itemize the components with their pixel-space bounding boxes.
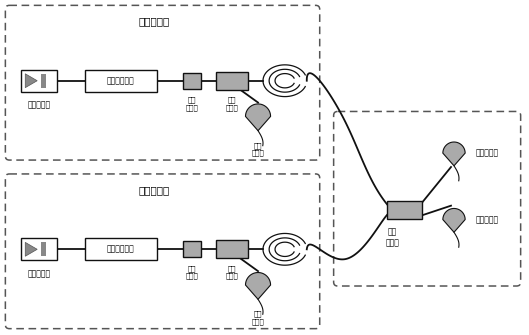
FancyBboxPatch shape [85,70,157,92]
FancyBboxPatch shape [21,70,57,92]
Text: 相位调制单元: 相位调制单元 [107,76,135,85]
FancyBboxPatch shape [41,243,46,256]
FancyBboxPatch shape [41,74,46,88]
Text: 第一探测器: 第一探测器 [476,149,499,158]
FancyBboxPatch shape [216,72,248,90]
Text: 第三
探测器: 第三 探测器 [252,142,264,156]
Text: 第二
分束器: 第二 分束器 [226,265,239,279]
FancyBboxPatch shape [216,241,248,258]
Text: 第二发送端: 第二发送端 [139,185,170,195]
Text: 第二探测器: 第二探测器 [476,215,499,224]
FancyBboxPatch shape [184,242,202,257]
FancyBboxPatch shape [21,239,57,260]
Polygon shape [25,243,37,256]
FancyBboxPatch shape [85,239,157,260]
Text: 光衰
减单元: 光衰 减单元 [186,265,199,279]
Text: 光衰
减单元: 光衰 减单元 [186,96,199,111]
Text: 相位调制单元: 相位调制单元 [107,245,135,254]
Text: 第二
分束器: 第二 分束器 [226,96,239,111]
Text: 第一
分束器: 第一 分束器 [386,227,399,247]
Text: 第三
探测器: 第三 探测器 [252,311,264,325]
Polygon shape [443,142,465,166]
FancyBboxPatch shape [387,201,422,218]
Polygon shape [443,208,465,232]
Text: 第一发送端: 第一发送端 [139,16,170,26]
FancyBboxPatch shape [184,73,202,89]
Polygon shape [25,74,37,88]
Text: 相干光光源: 相干光光源 [28,100,51,110]
Polygon shape [245,273,270,299]
Text: 相干光光源: 相干光光源 [28,269,51,278]
Polygon shape [245,104,270,131]
